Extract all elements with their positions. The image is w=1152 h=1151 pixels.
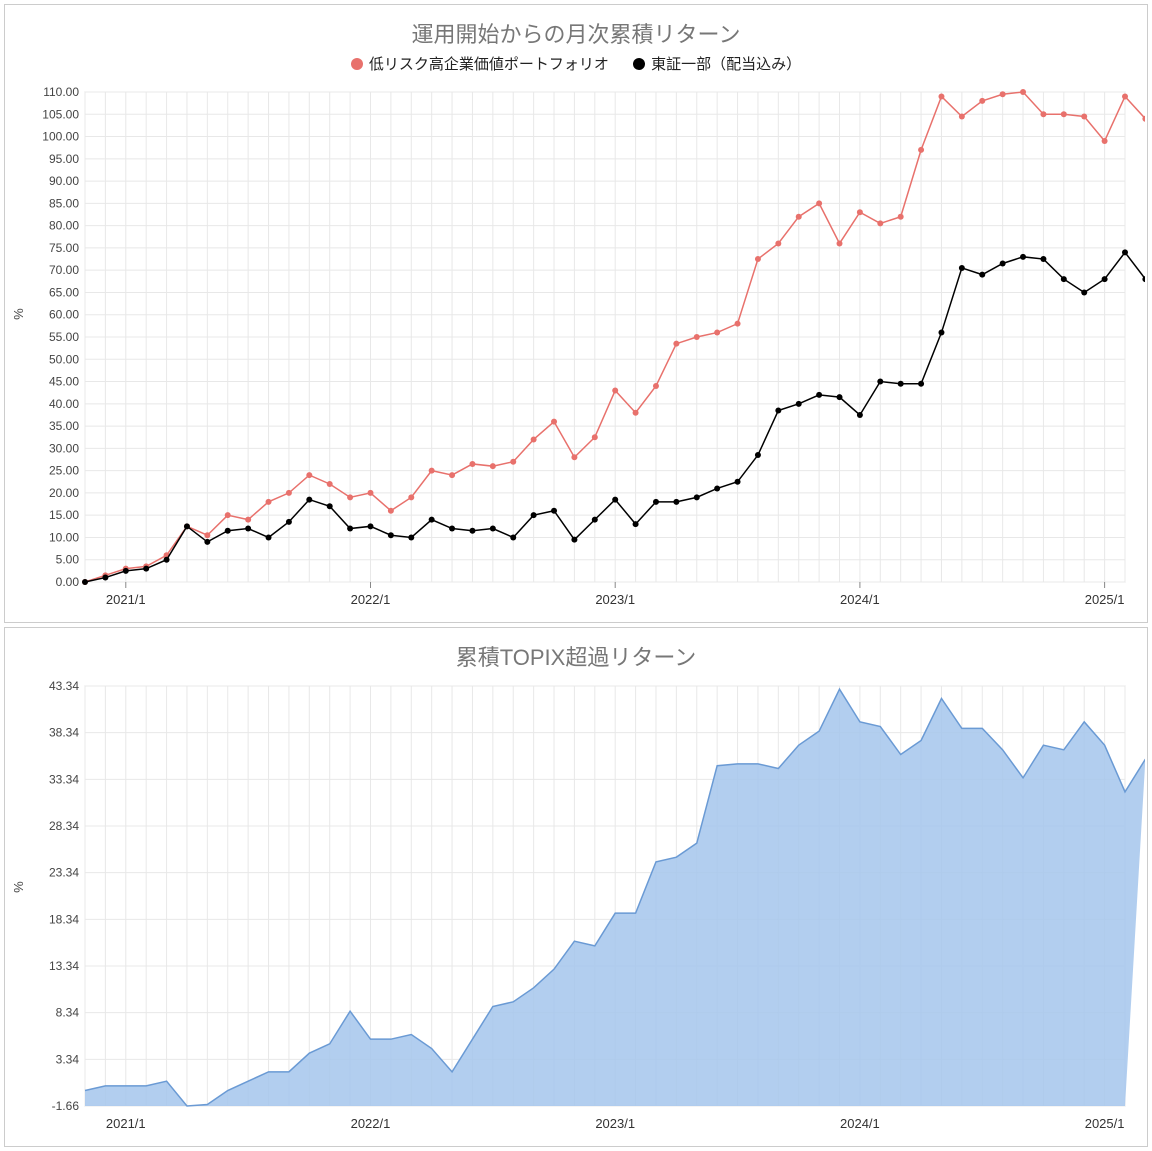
svg-text:28.34: 28.34 [49, 819, 79, 833]
svg-text:65.00: 65.00 [49, 285, 79, 299]
svg-text:2021/1: 2021/1 [106, 592, 146, 607]
svg-text:75.00: 75.00 [49, 241, 79, 255]
bottom-chart-panel: 累積TOPIX超過リターン % -1.66 3.34 8.34 13.34 18.34 2… [4, 627, 1148, 1147]
svg-text:2021/1: 2021/1 [106, 1116, 146, 1131]
svg-text:43.34: 43.34 [49, 679, 79, 693]
top-chart-svg: 0.00 5.00 10.00 15.00 20.00 25.00 30.00 35.00 40… [5, 82, 1145, 622]
svg-text:60.00: 60.00 [49, 308, 79, 322]
legend-label-portfolio: 低リスク高企業価値ポートフォリオ [369, 53, 609, 74]
svg-text:0.00: 0.00 [56, 575, 80, 589]
svg-text:105.00: 105.00 [42, 107, 79, 121]
bottom-y-axis-title: % [11, 881, 26, 893]
svg-text:55.00: 55.00 [49, 330, 79, 344]
svg-text:2022/1: 2022/1 [351, 1116, 391, 1131]
svg-text:2024/1: 2024/1 [840, 1116, 880, 1131]
svg-text:35.00: 35.00 [49, 419, 79, 433]
svg-text:-1.66: -1.66 [52, 1099, 80, 1113]
svg-text:110.00: 110.00 [43, 85, 79, 99]
top-chart-legend: 低リスク高企業価値ポートフォリオ 東証一部（配当込み） [5, 53, 1147, 82]
svg-text:23.34: 23.34 [49, 866, 79, 880]
svg-text:80.00: 80.00 [49, 219, 79, 233]
svg-text:33.34: 33.34 [49, 772, 79, 786]
legend-item-portfolio: 低リスク高企業価値ポートフォリオ [351, 53, 609, 74]
svg-text:100.00: 100.00 [42, 130, 79, 144]
svg-text:45.00: 45.00 [49, 375, 79, 389]
svg-text:10.00: 10.00 [49, 530, 79, 544]
top-chart-title: 運用開始からの月次累積リターン [5, 5, 1147, 53]
svg-text:38.34: 38.34 [49, 726, 79, 740]
legend-item-topix: 東証一部（配当込み） [633, 53, 801, 74]
legend-label-topix: 東証一部（配当込み） [651, 53, 801, 74]
bottom-chart-svg: -1.66 3.34 8.34 13.34 18.34 23.34 28.34 33.34 38… [5, 676, 1145, 1146]
legend-dot-topix [633, 58, 645, 70]
svg-text:2023/1: 2023/1 [595, 592, 635, 607]
svg-text:90.00: 90.00 [49, 174, 79, 188]
svg-text:30.00: 30.00 [49, 441, 79, 455]
svg-text:13.34: 13.34 [49, 959, 79, 973]
svg-text:70.00: 70.00 [49, 263, 79, 277]
svg-text:5.00: 5.00 [56, 553, 80, 567]
top-y-axis-title: % [11, 308, 26, 320]
svg-text:20.00: 20.00 [49, 486, 79, 500]
bottom-chart-title: 累積TOPIX超過リターン [5, 628, 1147, 676]
svg-text:40.00: 40.00 [49, 397, 79, 411]
svg-text:15.00: 15.00 [49, 508, 79, 522]
svg-text:25.00: 25.00 [49, 464, 79, 478]
svg-text:95.00: 95.00 [49, 152, 79, 166]
top-chart-panel: 運用開始からの月次累積リターン 低リスク高企業価値ポートフォリオ 東証一部（配当… [4, 4, 1148, 623]
svg-text:2023/1: 2023/1 [595, 1116, 635, 1131]
svg-text:8.34: 8.34 [56, 1006, 80, 1020]
svg-text:18.34: 18.34 [49, 912, 79, 926]
svg-text:2024/1: 2024/1 [840, 592, 880, 607]
svg-text:2022/1: 2022/1 [351, 592, 391, 607]
svg-text:2025/1: 2025/1 [1085, 592, 1125, 607]
svg-text:50.00: 50.00 [49, 352, 79, 366]
legend-dot-portfolio [351, 58, 363, 70]
svg-text:85.00: 85.00 [49, 196, 79, 210]
svg-text:3.34: 3.34 [56, 1052, 80, 1066]
svg-text:2025/1: 2025/1 [1085, 1116, 1125, 1131]
